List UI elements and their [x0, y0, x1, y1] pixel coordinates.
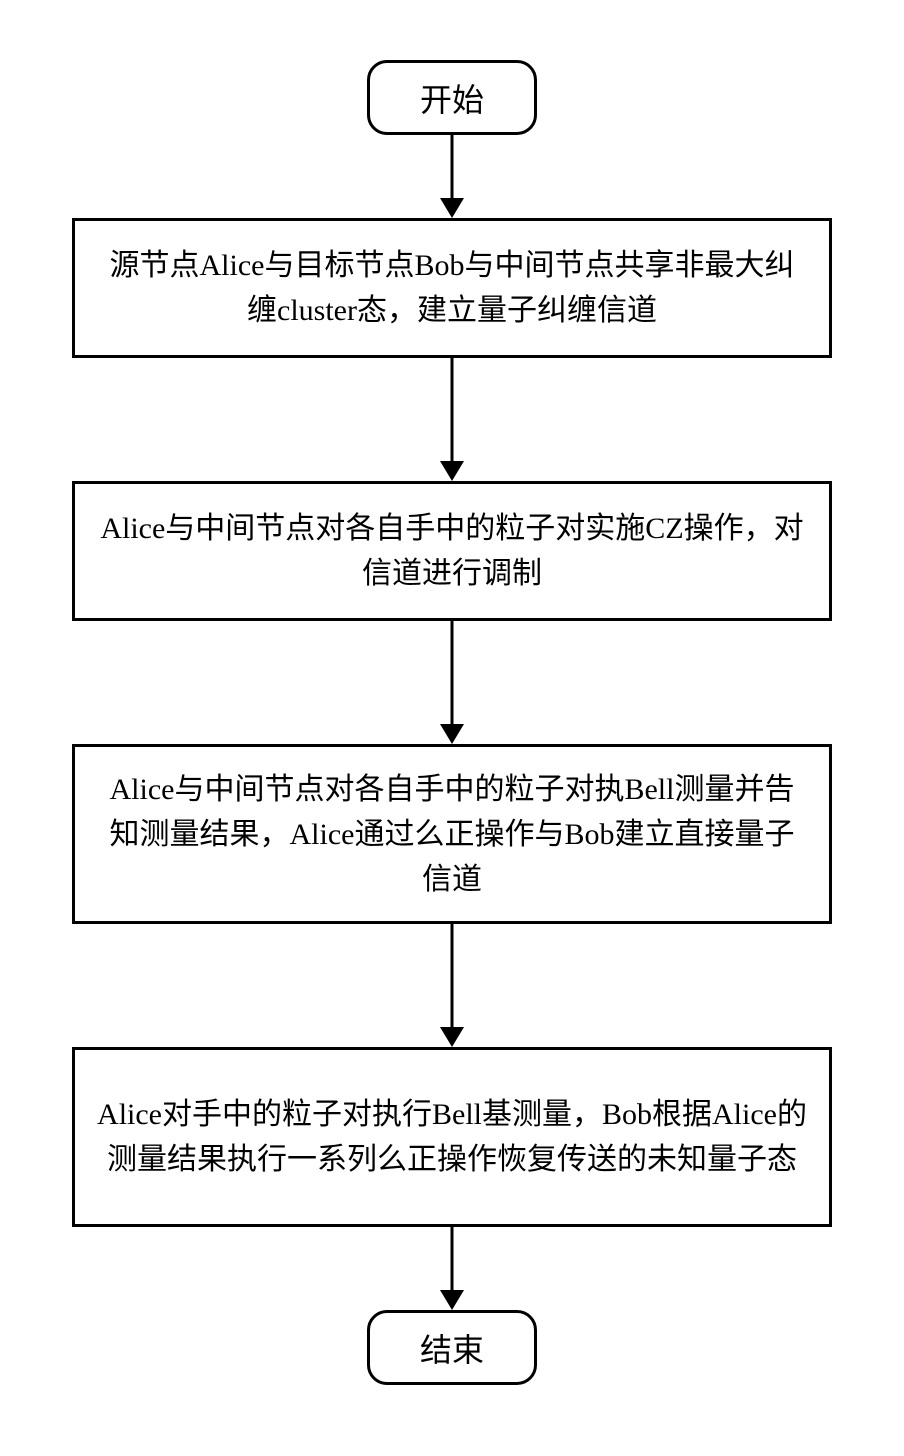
step-4-text: Alice对手中的粒子对执行Bell基测量，Bob根据Alice的测量结果执行一…: [95, 1092, 809, 1182]
start-label: 开始: [420, 75, 484, 121]
arrowhead-3: [440, 724, 464, 744]
arrow-5: [451, 1227, 454, 1292]
end-terminal: 结束: [367, 1310, 537, 1385]
end-label: 结束: [420, 1325, 484, 1371]
arrow-1: [451, 135, 454, 200]
process-step-3: Alice与中间节点对各自手中的粒子对执Bell测量并告知测量结果，Alice通…: [72, 744, 832, 924]
process-step-1: 源节点Alice与目标节点Bob与中间节点共享非最大纠缠cluster态，建立量…: [72, 218, 832, 358]
process-step-2: Alice与中间节点对各自手中的粒子对实施CZ操作，对信道进行调制: [72, 481, 832, 621]
arrowhead-1: [440, 198, 464, 218]
arrow-4: [451, 924, 454, 1029]
arrow-3: [451, 621, 454, 726]
process-step-4: Alice对手中的粒子对执行Bell基测量，Bob根据Alice的测量结果执行一…: [72, 1047, 832, 1227]
arrowhead-2: [440, 461, 464, 481]
step-2-text: Alice与中间节点对各自手中的粒子对实施CZ操作，对信道进行调制: [95, 506, 809, 596]
start-terminal: 开始: [367, 60, 537, 135]
step-3-text: Alice与中间节点对各自手中的粒子对执Bell测量并告知测量结果，Alice通…: [95, 767, 809, 902]
arrowhead-5: [440, 1290, 464, 1310]
flowchart-container: 开始 源节点Alice与目标节点Bob与中间节点共享非最大纠缠cluster态，…: [0, 0, 904, 1456]
arrow-2: [451, 358, 454, 463]
step-1-text: 源节点Alice与目标节点Bob与中间节点共享非最大纠缠cluster态，建立量…: [95, 243, 809, 333]
arrowhead-4: [440, 1027, 464, 1047]
